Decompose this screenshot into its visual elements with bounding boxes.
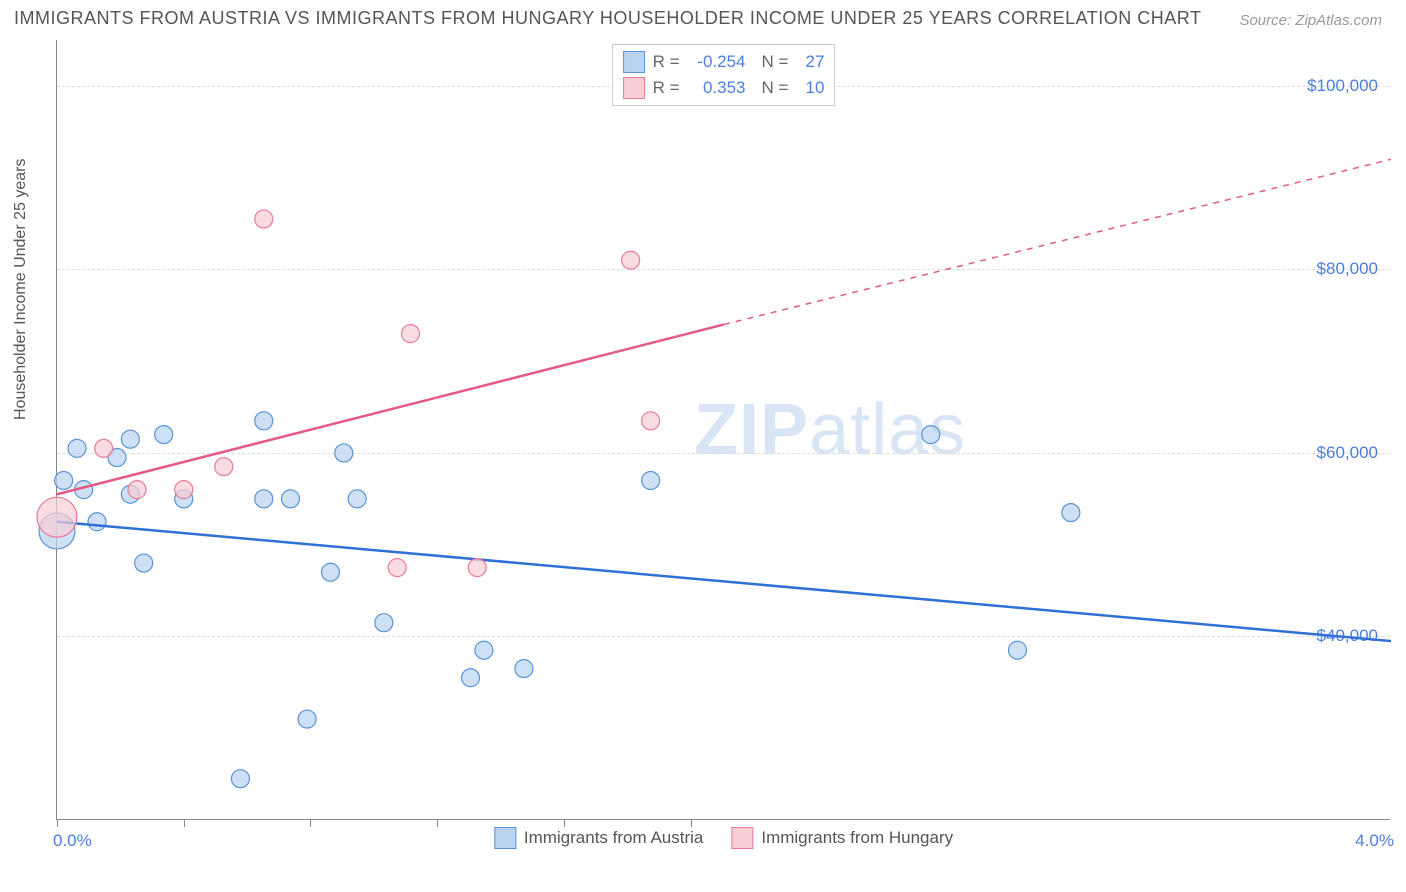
stats-legend-box: R = -0.254 N = 27 R = 0.353 N = 10	[612, 44, 836, 106]
n-value: 10	[796, 78, 824, 98]
trend-line	[57, 324, 724, 494]
data-point	[128, 481, 146, 499]
x-tick	[57, 819, 58, 827]
plot-area: ZIPatlas $40,000$60,000$80,000$100,000 R…	[56, 40, 1390, 820]
x-tick	[691, 819, 692, 827]
data-point	[402, 325, 420, 343]
source-attribution: Source: ZipAtlas.com	[1239, 12, 1382, 29]
stats-row: R = 0.353 N = 10	[623, 75, 825, 101]
trend-line	[57, 522, 1391, 641]
r-value: 0.353	[688, 78, 746, 98]
data-point	[388, 559, 406, 577]
x-tick	[437, 819, 438, 827]
data-point	[175, 481, 193, 499]
data-point	[335, 444, 353, 462]
data-point	[255, 412, 273, 430]
n-label: N =	[762, 78, 789, 98]
data-point	[922, 426, 940, 444]
legend-swatch	[623, 77, 645, 99]
data-point	[155, 426, 173, 444]
data-point	[37, 497, 77, 537]
stats-row: R = -0.254 N = 27	[623, 49, 825, 75]
legend-label: Immigrants from Austria	[524, 828, 704, 848]
data-point	[231, 770, 249, 788]
legend-item: Immigrants from Hungary	[731, 827, 953, 849]
data-point	[475, 641, 493, 659]
chart-title: IMMIGRANTS FROM AUSTRIA VS IMMIGRANTS FR…	[14, 8, 1201, 29]
data-point	[121, 430, 139, 448]
n-value: 27	[796, 52, 824, 72]
n-label: N =	[762, 52, 789, 72]
data-point	[298, 710, 316, 728]
data-point	[281, 490, 299, 508]
series-legend: Immigrants from Austria Immigrants from H…	[494, 827, 953, 849]
data-point	[468, 559, 486, 577]
x-tick	[564, 819, 565, 827]
data-point	[135, 554, 153, 572]
x-axis-max-label: 4.0%	[1355, 831, 1394, 851]
legend-swatch	[731, 827, 753, 849]
r-label: R =	[653, 78, 680, 98]
r-value: -0.254	[688, 52, 746, 72]
trend-line-extrapolated	[724, 159, 1391, 324]
legend-item: Immigrants from Austria	[494, 827, 704, 849]
data-point	[375, 614, 393, 632]
x-axis-min-label: 0.0%	[53, 831, 92, 851]
chart-svg	[57, 40, 1390, 819]
data-point	[1008, 641, 1026, 659]
data-point	[321, 563, 339, 581]
legend-swatch	[494, 827, 516, 849]
legend-swatch	[623, 51, 645, 73]
data-point	[515, 660, 533, 678]
legend-label: Immigrants from Hungary	[761, 828, 953, 848]
data-point	[68, 439, 86, 457]
data-point	[95, 439, 113, 457]
x-tick	[310, 819, 311, 827]
data-point	[622, 251, 640, 269]
data-point	[255, 490, 273, 508]
y-axis-label: Householder Income Under 25 years	[12, 159, 30, 420]
data-point	[642, 412, 660, 430]
r-label: R =	[653, 52, 680, 72]
data-point	[88, 513, 106, 531]
data-point	[55, 471, 73, 489]
data-point	[348, 490, 366, 508]
x-tick	[184, 819, 185, 827]
data-point	[462, 669, 480, 687]
data-point	[215, 458, 233, 476]
data-point	[255, 210, 273, 228]
data-point	[642, 471, 660, 489]
data-point	[1062, 504, 1080, 522]
